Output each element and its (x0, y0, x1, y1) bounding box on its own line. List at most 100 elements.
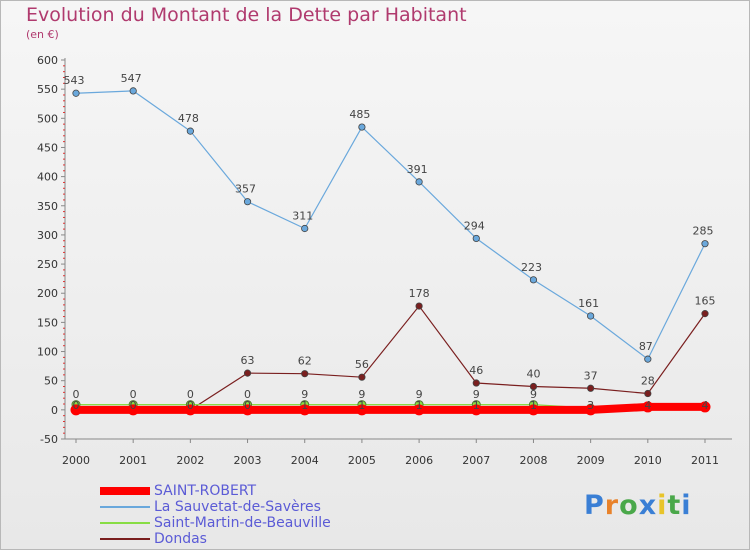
y-tick-label: 550 (37, 83, 58, 96)
data-label: 0 (130, 388, 137, 401)
series-point (242, 404, 254, 416)
series-point (587, 384, 595, 392)
data-label: 0 (73, 399, 80, 412)
data-label: 9 (530, 388, 537, 401)
series-point (701, 310, 709, 318)
data-label: 543 (64, 74, 85, 87)
series-point (413, 404, 425, 416)
data-label: 9 (416, 388, 423, 401)
y-tick-label: 50 (44, 375, 58, 388)
series-point (701, 240, 709, 248)
chart-title: Evolution du Montant de la Dette par Hab… (26, 4, 467, 26)
series-point (70, 404, 82, 416)
data-label: 0 (187, 388, 194, 401)
y-tick-label: 0 (51, 404, 58, 417)
series-point (358, 373, 366, 381)
series-point (472, 379, 480, 387)
line-chart: -500501001502002503003504004505005506002… (37, 54, 732, 467)
x-tick-label: 2000 (62, 454, 90, 467)
series-point (356, 404, 368, 416)
y-tick-label: 200 (37, 287, 58, 300)
data-label: 485 (349, 108, 370, 121)
series-point (587, 312, 595, 320)
y-tick-label: 600 (37, 54, 58, 67)
series-point (415, 178, 423, 186)
series-point (644, 389, 652, 398)
data-label: 0 (130, 399, 137, 412)
data-label: 391 (407, 163, 428, 176)
y-tick-label: 300 (37, 229, 58, 242)
data-label: 311 (292, 210, 313, 223)
x-tick-label: 2003 (234, 454, 262, 467)
data-label: 1 (358, 399, 365, 412)
series-point (527, 404, 539, 416)
legend-label: Dondas (154, 531, 207, 547)
series-line (76, 402, 705, 414)
data-label: 37 (584, 369, 598, 382)
legend-swatch (100, 538, 150, 540)
x-tick-label: 2007 (462, 454, 490, 467)
data-label: 0 (244, 388, 251, 401)
x-tick-label: 2004 (291, 454, 319, 467)
data-label: 0 (73, 388, 80, 401)
legend-label: Saint-Martin-de-Beauville (154, 515, 331, 531)
chart-unit: (en €) (26, 28, 59, 41)
data-label: 1 (301, 399, 308, 412)
series-point (529, 276, 538, 284)
logo-letter: P (584, 490, 605, 521)
data-label: 40 (526, 368, 540, 381)
x-tick-label: 2001 (119, 454, 147, 467)
logo-letter: x (638, 490, 658, 521)
data-label: 1 (416, 399, 423, 412)
x-tick-label: 2011 (691, 454, 719, 467)
data-label: 63 (241, 354, 255, 367)
data-label: 223 (521, 261, 542, 274)
data-label: 165 (695, 295, 716, 308)
data-label: 9 (473, 388, 480, 401)
y-tick-label: -50 (40, 433, 58, 446)
y-tick-label: 500 (37, 112, 58, 125)
series-point (243, 198, 252, 206)
data-label: 4 (644, 399, 651, 412)
logo-letter: r (604, 490, 620, 521)
data-label: 1 (530, 399, 537, 412)
logo-letter: o (619, 490, 639, 521)
series-point (301, 224, 309, 233)
series-point (585, 404, 597, 416)
data-label: 4 (702, 399, 709, 412)
x-tick-label: 2008 (519, 454, 547, 467)
logo-letter: i (681, 490, 692, 521)
data-label: 1 (473, 399, 480, 412)
series-point (243, 369, 252, 377)
data-label: 0 (187, 399, 194, 412)
proxiti-logo: Proxiti (584, 490, 692, 521)
series-point (642, 401, 654, 413)
series-line (75, 90, 706, 361)
series-point (699, 401, 711, 413)
legend-label: SAINT-ROBERT (154, 483, 257, 499)
data-label: 46 (469, 364, 483, 377)
y-tick-label: 150 (37, 316, 58, 329)
data-label: 294 (464, 219, 485, 232)
y-tick-label: 450 (37, 141, 58, 154)
series-point (72, 89, 80, 97)
y-tick-label: 250 (37, 258, 58, 271)
series-point (358, 123, 366, 131)
x-tick-label: 2005 (348, 454, 376, 467)
series-line (76, 305, 706, 411)
y-tick-label: 100 (37, 346, 58, 359)
y-tick-label: 350 (37, 200, 58, 213)
series-point (127, 404, 139, 416)
logo-letter: t (667, 490, 682, 521)
legend-swatch (100, 506, 150, 508)
data-label: 178 (409, 287, 430, 300)
data-label: 56 (355, 358, 369, 371)
legend-swatch (100, 522, 150, 524)
data-label: 87 (639, 340, 653, 353)
x-tick-label: 2010 (634, 454, 662, 467)
series-point (184, 404, 196, 416)
series-point (129, 87, 137, 95)
logo-letter: i (657, 490, 668, 521)
series-point (529, 382, 538, 391)
data-label: 28 (641, 375, 655, 388)
